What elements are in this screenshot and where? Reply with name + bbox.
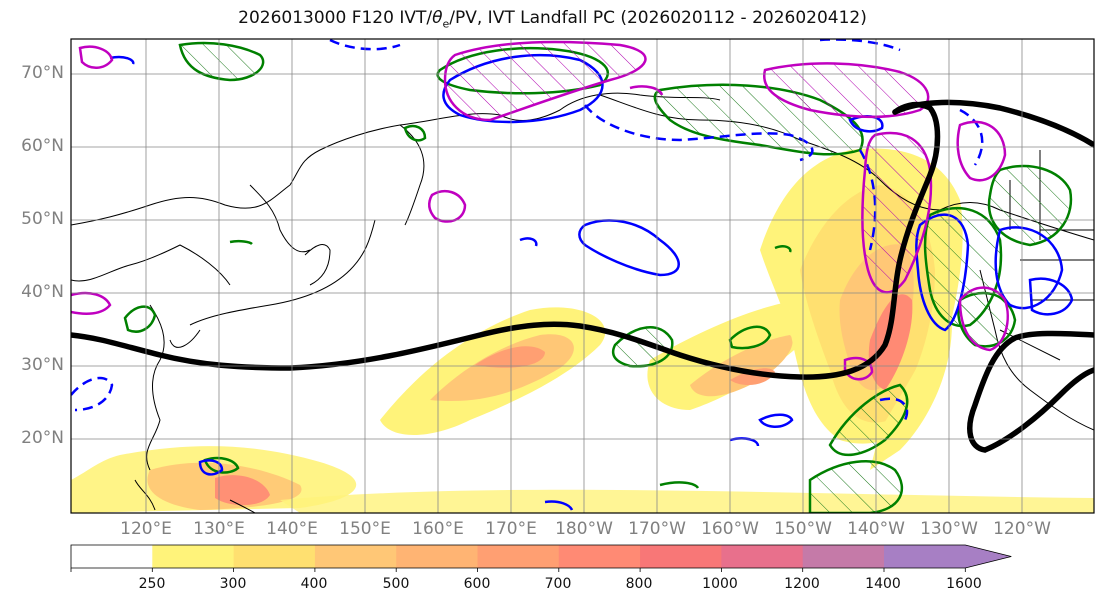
colorbar-swatch [721,545,804,568]
colorbar-swatch [71,545,153,568]
lat-label: 70°N [21,63,64,83]
lon-label: 150°E [339,519,391,539]
colorbar-swatch [558,545,641,568]
colorbar-swatch [396,545,479,568]
gridlines [71,39,1094,513]
pv-contours [123,41,1073,513]
ivt-pc-contours [71,40,1009,381]
lon-label: 160°W [701,519,759,539]
lat-label: 60°N [21,136,64,156]
lon-label: 180°W [555,519,613,539]
lon-label: 150°W [774,519,832,539]
colorbar-tick-label: 800 [625,576,653,592]
lon-label: 130°E [193,519,245,539]
colorbar-tick-label: 600 [463,576,491,592]
colorbar-tick-label: 1200 [784,576,820,592]
colorbar-tick-label: 1400 [865,576,901,592]
lon-label: 130°W [920,519,978,539]
colorbar-tick-label: 300 [219,576,247,592]
colorbar-outline [70,544,1012,569]
colorbar-swatch [233,545,316,568]
lat-label: 40°N [21,282,64,302]
lat-label: 20°N [21,428,64,448]
colorbar-extend-arrow [965,545,1012,568]
lat-label: 50°N [21,209,64,229]
lon-label: 170°W [628,519,686,539]
lon-label: 170°E [485,519,537,539]
colorbar-swatch [802,545,885,568]
lon-label: 160°E [412,519,464,539]
map-title: 2026013000 F120 IVT/θe/PV, IVT Landfall … [238,8,867,31]
colorbar-tick-label: 500 [382,576,410,592]
colorbar-tick-label: 250 [138,576,166,592]
colorbar-swatch [152,545,235,568]
colorbar-tick-label: 1600 [946,576,982,592]
lon-label: 120°W [993,519,1051,539]
lon-label: 140°E [266,519,318,539]
map-frame [70,38,1095,514]
colorbar-swatch [640,545,722,568]
colorbar-swatch [314,545,397,568]
colorbar-swatch [884,545,966,568]
colorbar-swatch [477,545,560,568]
lat-label: 30°N [21,355,64,375]
lon-label: 140°W [847,519,905,539]
colorbar [70,544,1012,572]
lon-label: 120°E [120,519,172,539]
colorbar-tick-label: 1000 [702,576,738,592]
colorbar-tick-label: 400 [300,576,328,592]
colorbar-tick-label: 700 [544,576,572,592]
jet-line [71,99,1094,453]
